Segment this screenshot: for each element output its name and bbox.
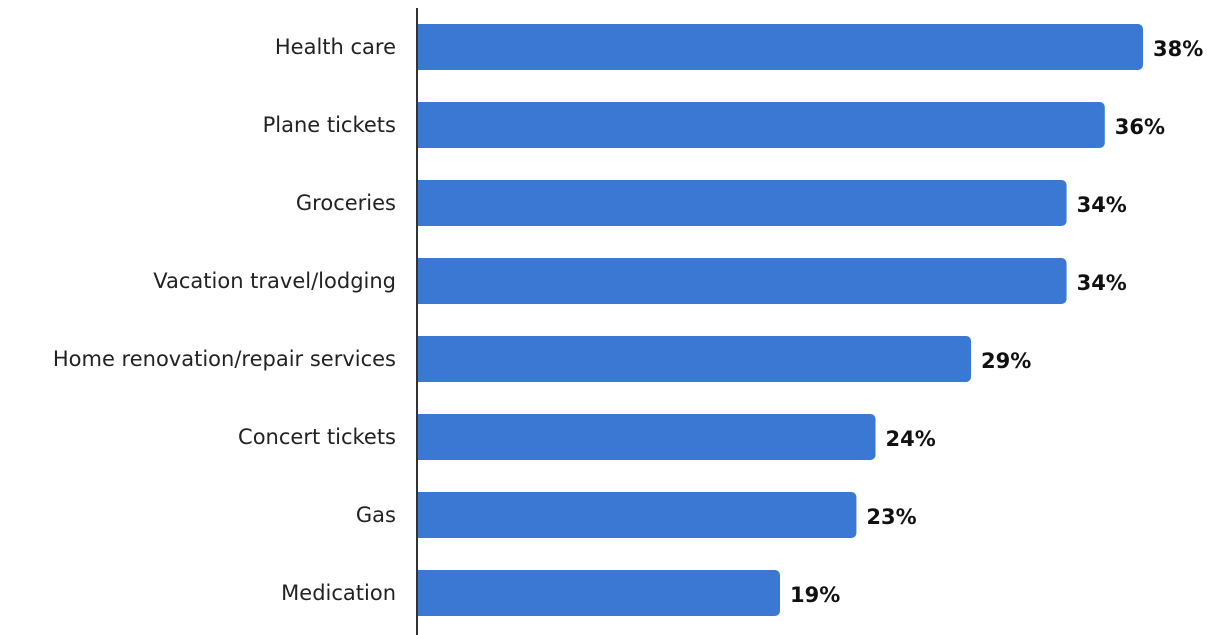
value-label: 38% <box>1153 37 1203 61</box>
bar-base <box>417 414 425 460</box>
bars-layer <box>417 24 1143 616</box>
bar <box>417 570 780 616</box>
bar-base <box>417 570 425 616</box>
category-label: Gas <box>356 503 396 527</box>
category-label: Groceries <box>296 191 396 215</box>
bar-base <box>417 336 425 382</box>
category-label: Concert tickets <box>238 425 396 449</box>
bar <box>417 492 857 538</box>
value-label: 34% <box>1077 193 1127 217</box>
bar <box>417 180 1067 226</box>
category-label: Health care <box>275 35 396 59</box>
bar-base <box>417 258 425 304</box>
value-label: 23% <box>866 505 916 529</box>
category-label: Vacation travel/lodging <box>153 269 396 293</box>
bar <box>417 414 876 460</box>
bar-base <box>417 102 425 148</box>
value-label: 36% <box>1115 115 1165 139</box>
bar-base <box>417 180 425 226</box>
category-label: Home renovation/repair services <box>53 347 396 371</box>
bar <box>417 336 972 382</box>
category-label: Medication <box>281 581 396 605</box>
value-label: 34% <box>1077 271 1127 295</box>
bar <box>417 24 1143 70</box>
category-label: Plane tickets <box>263 113 396 137</box>
bar <box>417 102 1105 148</box>
value-labels: 38% 36% 34% 34% 29% 24% 23% 19% <box>790 37 1203 607</box>
bar-base <box>417 24 425 70</box>
value-label: 19% <box>790 583 840 607</box>
value-label: 29% <box>981 349 1031 373</box>
bar-base <box>417 492 425 538</box>
value-label: 24% <box>886 427 936 451</box>
category-labels: Health care Plane tickets Groceries Vacatio… <box>53 35 396 605</box>
bar <box>417 258 1067 304</box>
